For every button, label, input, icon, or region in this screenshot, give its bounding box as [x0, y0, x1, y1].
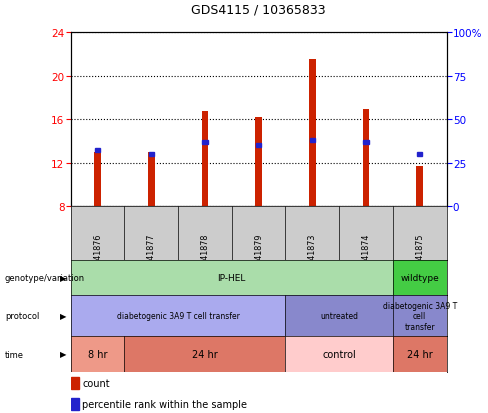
- Bar: [71, 377, 79, 389]
- Bar: [309, 60, 316, 206]
- Text: diabetogenic 3A9 T cell transfer: diabetogenic 3A9 T cell transfer: [117, 311, 240, 320]
- Text: count: count: [82, 378, 110, 388]
- Bar: [202, 140, 208, 144]
- Bar: [255, 118, 262, 206]
- Bar: [309, 139, 315, 142]
- Bar: [363, 140, 369, 144]
- Text: percentile rank within the sample: percentile rank within the sample: [82, 399, 247, 409]
- Text: GSM641874: GSM641874: [362, 233, 370, 282]
- Bar: [94, 152, 101, 206]
- Bar: [148, 152, 154, 157]
- Text: time: time: [5, 350, 24, 358]
- Text: GSM641876: GSM641876: [93, 233, 102, 282]
- Text: GDS4115 / 10365833: GDS4115 / 10365833: [191, 4, 326, 17]
- Text: diabetogenic 3A9 T
cell
transfer: diabetogenic 3A9 T cell transfer: [383, 301, 457, 331]
- Text: ▶: ▶: [61, 273, 67, 282]
- Text: 8 hr: 8 hr: [88, 349, 107, 359]
- Text: GSM641875: GSM641875: [415, 233, 424, 282]
- Bar: [71, 398, 79, 410]
- Text: ▶: ▶: [61, 350, 67, 358]
- Bar: [95, 149, 101, 153]
- Bar: [416, 166, 423, 206]
- Text: genotype/variation: genotype/variation: [5, 273, 85, 282]
- Bar: [256, 144, 262, 148]
- Text: GSM641877: GSM641877: [147, 233, 156, 282]
- Text: wildtype: wildtype: [400, 273, 439, 282]
- Text: 24 hr: 24 hr: [407, 349, 432, 359]
- Text: 24 hr: 24 hr: [192, 349, 218, 359]
- Text: GSM641878: GSM641878: [201, 233, 209, 282]
- Bar: [363, 110, 369, 206]
- Text: control: control: [322, 349, 356, 359]
- Text: GSM641873: GSM641873: [308, 233, 317, 282]
- Text: untreated: untreated: [320, 311, 358, 320]
- Bar: [202, 112, 208, 206]
- Text: IP-HEL: IP-HEL: [218, 273, 246, 282]
- Bar: [417, 152, 423, 157]
- Text: protocol: protocol: [5, 311, 39, 320]
- Bar: [148, 152, 155, 206]
- Text: ▶: ▶: [61, 311, 67, 320]
- Text: GSM641879: GSM641879: [254, 233, 263, 282]
